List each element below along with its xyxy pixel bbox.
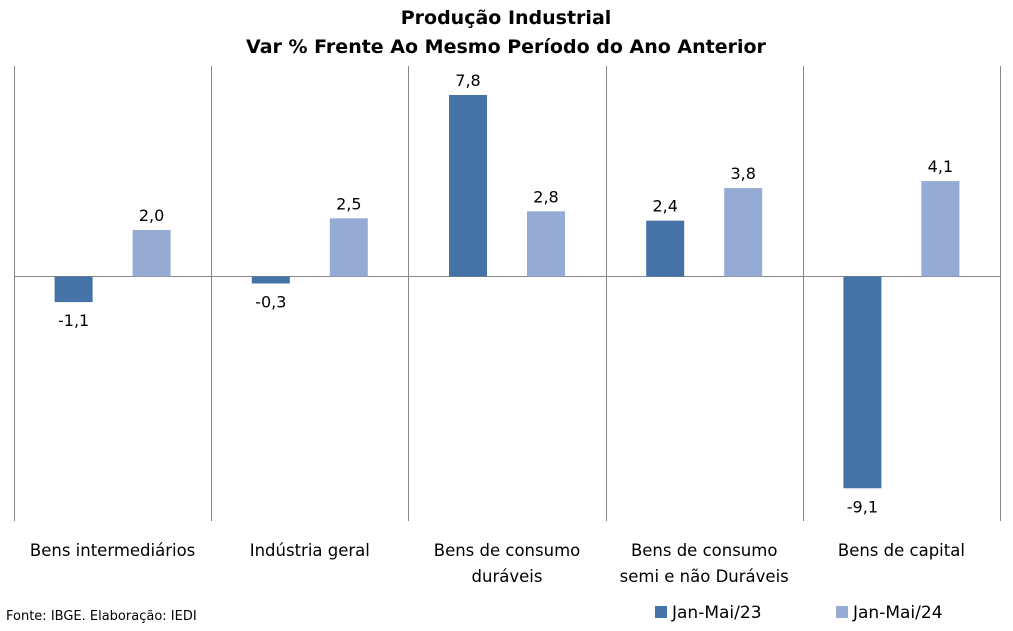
bar — [251, 276, 290, 284]
legend-swatch — [655, 606, 667, 618]
category-label: semi e não Duráveis — [620, 567, 789, 586]
data-label: 3,8 — [730, 164, 755, 183]
category-labels: Bens intermediários Indústria geral Bens d… — [30, 541, 965, 586]
legend-label: Jan-Mai/24 — [852, 603, 943, 623]
data-label: 2,0 — [139, 206, 164, 225]
bar — [646, 220, 685, 277]
data-label: 7,8 — [455, 71, 480, 90]
data-label: 4,1 — [928, 157, 953, 176]
bar — [449, 94, 487, 277]
legend-swatch — [836, 606, 848, 618]
chart-title-line: Produção Industrial — [401, 7, 612, 29]
bar — [724, 188, 763, 277]
category-label: duráveis — [472, 567, 543, 586]
chart-axes — [14, 66, 1001, 521]
category-label: Bens de consumo — [434, 541, 581, 560]
category-label: Bens intermediários — [30, 541, 195, 560]
category-label: Bens de consumo — [631, 541, 778, 560]
chart-legend: Jan-Mai/23 Jan-Mai/24 — [655, 603, 943, 623]
data-label: 2,4 — [652, 197, 677, 216]
category-label: Bens de capital — [838, 541, 965, 560]
data-label: 2,8 — [533, 187, 558, 206]
data-label: -1,1 — [58, 311, 89, 330]
data-labels: -1,1 -0,3 7,8 2,4 -9,1 2,0 2,5 2,8 3,8 4,1 — [58, 71, 953, 516]
bar — [527, 211, 565, 277]
bar — [132, 229, 171, 277]
bar — [843, 276, 882, 489]
chart-bars — [54, 94, 960, 489]
chart-title-line: Var % Frente Ao Mesmo Período do Ano Ant… — [246, 36, 767, 58]
source-note: Fonte: IBGE. Elaboração: IEDI — [6, 609, 197, 624]
bar — [921, 181, 960, 277]
data-label: -0,3 — [255, 292, 286, 311]
data-label: 2,5 — [336, 194, 361, 213]
chart-title: Produção Industrial Var % Frente Ao Mesmo… — [246, 7, 767, 58]
data-label: -9,1 — [847, 497, 878, 516]
legend-label: Jan-Mai/23 — [671, 603, 762, 623]
category-label: Indústria geral — [250, 541, 370, 560]
bar — [54, 276, 93, 303]
bar — [329, 218, 368, 277]
